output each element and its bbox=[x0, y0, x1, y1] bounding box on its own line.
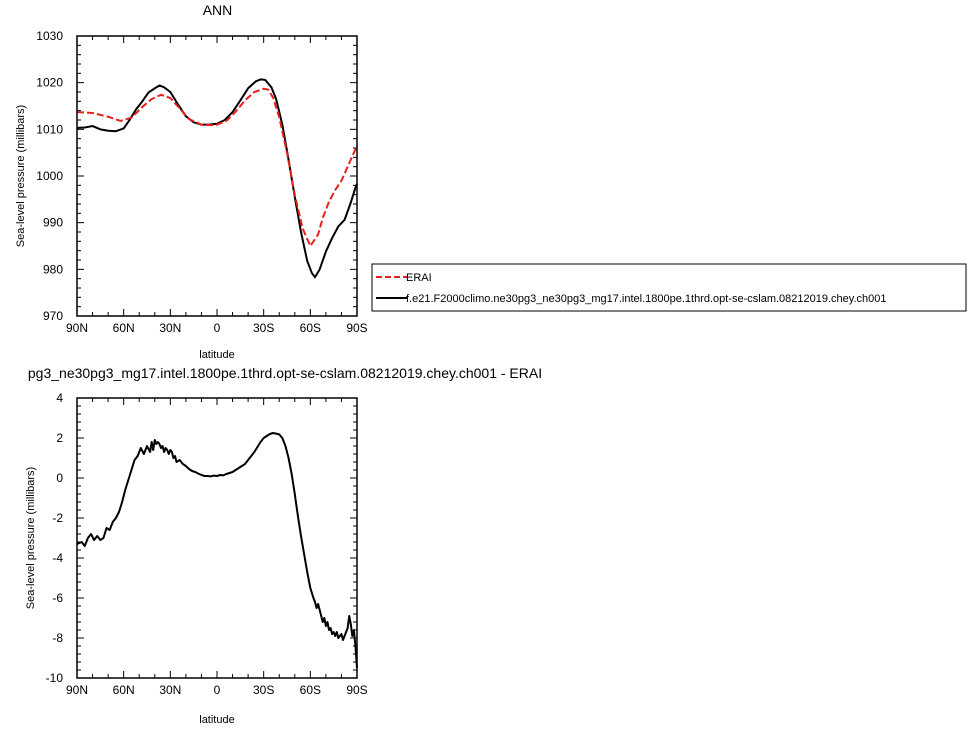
y-tick-label: 1030 bbox=[36, 29, 63, 43]
x-tick-label: 60S bbox=[300, 321, 321, 335]
y-tick-label: 1000 bbox=[36, 169, 63, 183]
x-tick-labels: 90N 60N 30N 0 30S 60S 90S bbox=[66, 321, 368, 335]
x-tick-label: 60N bbox=[113, 683, 135, 697]
y-tick-label: 980 bbox=[43, 262, 63, 276]
x-tick-label: 0 bbox=[214, 683, 221, 697]
plot-frame bbox=[76, 397, 358, 679]
x-tick-label: 60S bbox=[300, 683, 321, 697]
y-tick-label: 990 bbox=[43, 216, 63, 230]
legend: ERAI f.e21.F2000climo.ne30pg3_ne30pg3_mg… bbox=[371, 263, 967, 312]
y-tick-label: -2 bbox=[52, 511, 63, 525]
series-lines bbox=[76, 78, 358, 279]
x-axis-label: latitude bbox=[199, 349, 234, 361]
y-tick-label: 4 bbox=[56, 391, 63, 405]
y-tick-label: 0 bbox=[56, 471, 63, 485]
x-tick-label: 0 bbox=[214, 321, 221, 335]
y-tick-label: 1010 bbox=[36, 122, 63, 136]
legend-box bbox=[371, 263, 967, 312]
x-tick-labels: 90N 60N 30N 0 30S 60S 90S bbox=[66, 683, 368, 697]
y-tick-label: 970 bbox=[43, 309, 63, 323]
x-tick-label: 60N bbox=[113, 321, 135, 335]
legend-label-erai: ERAI bbox=[406, 272, 432, 284]
series-line-model bbox=[76, 78, 358, 279]
y-tick-label: 1020 bbox=[36, 76, 63, 90]
panel-bottom: pg3_ne30pg3_mg17.intel.1800pe.1thrd.opt-… bbox=[25, 365, 542, 726]
y-tick-label: -10 bbox=[46, 671, 64, 685]
y-tick-labels: 970 980 990 1000 1010 1020 1030 bbox=[36, 29, 63, 323]
x-axis-label: latitude bbox=[199, 714, 234, 726]
legend-label-model: f.e21.F2000climo.ne30pg3_ne30pg3_mg17.in… bbox=[406, 293, 886, 305]
y-tick-label: -4 bbox=[52, 551, 63, 565]
y-tick-labels: -10 -8 -6 -4 -2 0 2 4 bbox=[46, 391, 64, 685]
tick-marks bbox=[76, 397, 358, 679]
x-tick-label: 30N bbox=[159, 683, 181, 697]
series-lines bbox=[76, 432, 358, 669]
y-axis-label: Sea-level pressure (millibars) bbox=[25, 467, 37, 609]
y-tick-label: -8 bbox=[52, 631, 63, 645]
plot-frame bbox=[76, 35, 358, 317]
x-tick-label: 90N bbox=[66, 321, 88, 335]
chart-title: ANN bbox=[203, 2, 233, 18]
x-tick-label: 90S bbox=[346, 683, 367, 697]
y-axis-label: Sea-level pressure (millibars) bbox=[15, 105, 27, 247]
x-tick-label: 30S bbox=[253, 683, 274, 697]
x-tick-label: 30N bbox=[159, 321, 181, 335]
x-tick-label: 30S bbox=[253, 321, 274, 335]
x-tick-label: 90S bbox=[346, 321, 367, 335]
chart-title: pg3_ne30pg3_mg17.intel.1800pe.1thrd.opt-… bbox=[28, 365, 542, 381]
y-tick-label: 2 bbox=[56, 431, 63, 445]
series-line-difference bbox=[76, 432, 358, 669]
tick-marks bbox=[76, 35, 358, 317]
y-tick-label: -6 bbox=[52, 591, 63, 605]
series-line-erai bbox=[76, 87, 358, 247]
x-tick-label: 90N bbox=[66, 683, 88, 697]
panel-top: ANN 90N 60N 30N 0 30S 60S 90S 970 980 990 1000 101… bbox=[15, 2, 368, 361]
